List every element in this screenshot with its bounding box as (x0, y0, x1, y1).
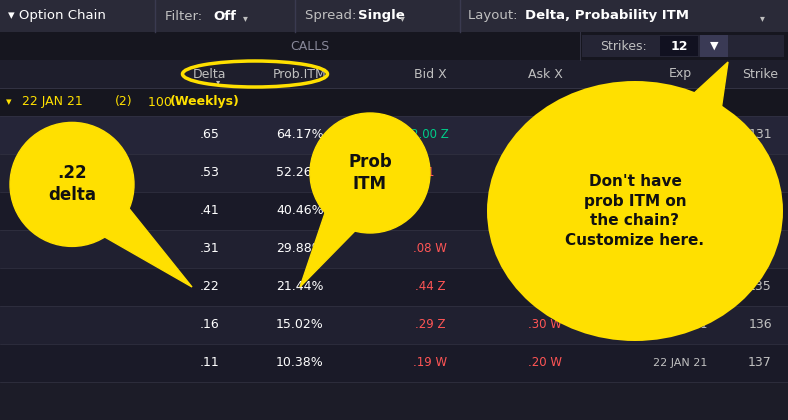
Text: 131: 131 (748, 129, 771, 142)
Polygon shape (300, 198, 366, 287)
Text: 135: 135 (748, 281, 772, 294)
Text: .08 W: .08 W (413, 242, 447, 255)
Text: Ask X: Ask X (527, 68, 563, 81)
Text: 2.00 Z: 2.00 Z (411, 129, 449, 142)
Text: .30 W: .30 W (528, 318, 562, 331)
Text: ▾: ▾ (760, 13, 765, 23)
Text: Layout:: Layout: (468, 10, 522, 23)
Text: .53: .53 (200, 166, 220, 179)
Text: 64.17%: 64.17% (276, 129, 324, 142)
Text: Prob
ITM: Prob ITM (348, 153, 392, 193)
Text: 40.46%: 40.46% (276, 205, 324, 218)
Text: ▾: ▾ (6, 97, 12, 107)
Circle shape (10, 122, 134, 247)
Text: ▾: ▾ (216, 78, 220, 87)
Text: 22 JAN 21: 22 JAN 21 (652, 320, 707, 330)
Text: CALLS: CALLS (290, 39, 329, 52)
Text: 1: 1 (426, 166, 433, 179)
Text: 22 JAN 21: 22 JAN 21 (652, 358, 707, 368)
Text: (Weeklys): (Weeklys) (170, 95, 240, 108)
Text: Off: Off (213, 10, 236, 23)
Text: Prob.ITM: Prob.ITM (273, 68, 327, 81)
Text: Strike: Strike (742, 68, 778, 81)
Text: 29.88%: 29.88% (276, 242, 324, 255)
Bar (0, 0, 788, 32)
Circle shape (310, 113, 430, 233)
Text: 2.0: 2.0 (536, 129, 554, 142)
Text: 100: 100 (148, 95, 176, 108)
Text: .11: .11 (200, 357, 220, 370)
Bar (0, 116, 788, 154)
Bar (0, 230, 788, 268)
Text: .19 W: .19 W (413, 357, 447, 370)
Bar (0, 192, 788, 230)
Text: .31: .31 (200, 242, 220, 255)
Text: .41: .41 (200, 205, 220, 218)
Text: Delta, Probability ITM: Delta, Probability ITM (525, 10, 689, 23)
Text: Exp: Exp (668, 68, 692, 81)
Text: ▾ Option Chain: ▾ Option Chain (8, 10, 106, 23)
Bar (0, 306, 788, 344)
Ellipse shape (487, 81, 783, 341)
Bar (0, 32, 788, 60)
Text: .20 W: .20 W (528, 357, 562, 370)
Text: Don't have
prob ITM on
the chain?
Customize here.: Don't have prob ITM on the chain? Custom… (566, 174, 704, 248)
Text: .65: .65 (200, 129, 220, 142)
Text: 134: 134 (748, 242, 771, 255)
Text: 10.38%: 10.38% (276, 357, 324, 370)
Bar (0, 60, 788, 88)
Text: .16: .16 (200, 318, 220, 331)
Text: .29 Z: .29 Z (414, 318, 445, 331)
Text: 136: 136 (748, 318, 771, 331)
Text: (2): (2) (115, 95, 132, 108)
Text: 133: 133 (748, 205, 771, 218)
Text: Single: Single (358, 10, 405, 23)
Text: .22
delta: .22 delta (48, 164, 96, 205)
Bar (0, 88, 788, 116)
Bar (0, 344, 788, 382)
Text: 52.26%: 52.26% (276, 166, 324, 179)
Text: Bid X: Bid X (414, 68, 446, 81)
Text: 22 JAN 21: 22 JAN 21 (22, 95, 83, 108)
Text: Delta: Delta (193, 68, 227, 81)
Text: Spread:: Spread: (305, 10, 361, 23)
Bar (582, 35, 784, 57)
Bar (660, 36, 698, 56)
Text: 12: 12 (671, 39, 688, 52)
Text: .44 Z: .44 Z (414, 281, 445, 294)
Polygon shape (91, 196, 192, 287)
Text: ▾: ▾ (400, 13, 405, 23)
Text: ▾: ▾ (243, 13, 248, 23)
Text: ▼: ▼ (710, 41, 718, 51)
Polygon shape (671, 62, 728, 142)
Text: 21.44%: 21.44% (277, 281, 324, 294)
Text: 132: 132 (748, 166, 771, 179)
Text: .22: .22 (200, 281, 220, 294)
Bar (0, 154, 788, 192)
Text: Filter:: Filter: (165, 10, 206, 23)
Text: 137: 137 (748, 357, 772, 370)
Bar (0, 268, 788, 306)
Text: 15.02%: 15.02% (276, 318, 324, 331)
Text: Strikes:: Strikes: (600, 39, 647, 52)
Text: .45: .45 (536, 281, 554, 294)
Bar (700, 35, 728, 57)
